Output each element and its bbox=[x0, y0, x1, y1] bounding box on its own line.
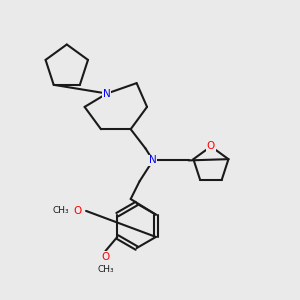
Text: CH₃: CH₃ bbox=[97, 265, 114, 274]
Text: O: O bbox=[207, 141, 215, 152]
Text: CH₃: CH₃ bbox=[52, 206, 69, 215]
Text: O: O bbox=[73, 206, 81, 216]
Text: N: N bbox=[149, 155, 157, 165]
Text: O: O bbox=[101, 252, 110, 262]
Text: N: N bbox=[103, 88, 111, 98]
